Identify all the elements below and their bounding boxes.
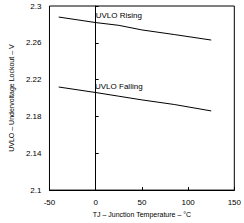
svg-text:UVLO Rising: UVLO Rising <box>96 11 142 20</box>
svg-text:50: 50 <box>137 198 146 207</box>
svg-text:150: 150 <box>228 198 242 207</box>
svg-text:2.22: 2.22 <box>26 75 42 84</box>
svg-text:2.14: 2.14 <box>26 149 42 158</box>
svg-text:0: 0 <box>93 198 98 207</box>
svg-text:UVLO – Undervoltage Lockout –: UVLO – Undervoltage Lockout – V <box>8 44 16 152</box>
svg-text:UVLO Falling: UVLO Falling <box>95 82 143 91</box>
svg-text:100: 100 <box>181 198 195 207</box>
svg-text:2.18: 2.18 <box>26 112 42 121</box>
svg-text:TJ – Junction Temperature – °C: TJ – Junction Temperature – °C <box>93 211 191 219</box>
svg-text:2.26: 2.26 <box>26 38 42 47</box>
svg-text:2.3: 2.3 <box>30 2 42 11</box>
svg-text:2.1: 2.1 <box>30 186 42 195</box>
svg-text:-50: -50 <box>44 198 56 207</box>
